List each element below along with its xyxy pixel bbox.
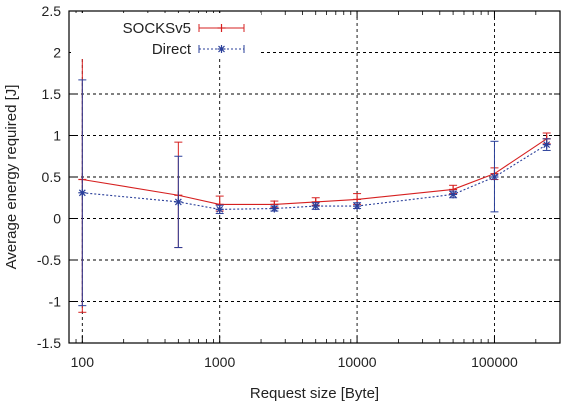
data-point-direct <box>490 173 499 181</box>
y-tick-label: 2 <box>53 45 61 61</box>
x-axis-title: Request size [Byte] <box>250 385 379 402</box>
data-point-direct <box>542 140 551 149</box>
y-tick-label: 0.5 <box>42 169 62 185</box>
x-tick-label: 100 <box>71 354 95 370</box>
data-point-direct <box>174 197 183 206</box>
y-tick-label: 0 <box>53 211 61 227</box>
x-tick-label: 1000 <box>204 354 235 370</box>
legend-marker-direct <box>217 45 226 53</box>
series-socksv5 <box>78 45 551 313</box>
x-tick-label: 100000 <box>471 354 518 370</box>
y-tick-label: -1 <box>49 294 62 310</box>
data-point-direct <box>449 190 458 199</box>
grid <box>69 11 560 343</box>
y-tick-label: -1.5 <box>37 335 61 351</box>
legend: SOCKSv5 Direct <box>71 13 261 59</box>
x-tick-label: 10000 <box>338 354 377 370</box>
y-tick-label: -0.5 <box>37 252 61 268</box>
legend-sample-socksv5 <box>198 24 245 32</box>
y-tick-label: 1 <box>53 128 61 144</box>
legend-box <box>71 13 261 59</box>
data-point-direct <box>215 205 224 214</box>
data-point-direct <box>78 188 87 197</box>
series-line-socksv5 <box>82 138 547 205</box>
data-point-direct <box>270 204 279 213</box>
y-tick-label: 1.5 <box>42 86 62 102</box>
data-point-direct <box>311 202 320 211</box>
data-point-direct <box>353 202 362 211</box>
legend-label-direct: Direct <box>152 41 192 58</box>
series-layer <box>78 45 551 313</box>
legend-marker-socksv5 <box>217 24 226 32</box>
legend-label-socksv5: SOCKSv5 <box>123 20 191 37</box>
y-axis-title: Average energy required [J] <box>3 85 20 270</box>
legend-sample-direct <box>198 45 245 53</box>
series-direct <box>78 79 551 307</box>
y-tick-label: 2.5 <box>42 3 62 19</box>
